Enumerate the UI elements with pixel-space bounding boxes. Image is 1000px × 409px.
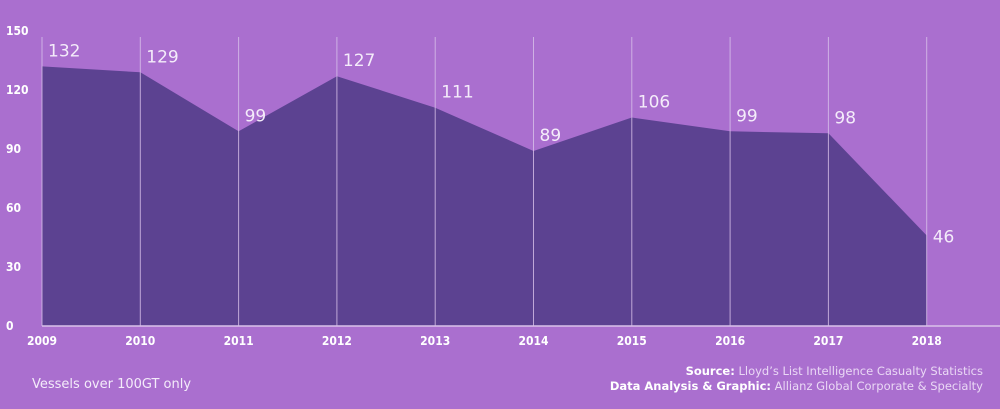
y-tick-label: 0 xyxy=(6,319,14,333)
data-label: 98 xyxy=(834,108,856,128)
analysis-label: Data Analysis & Graphic: xyxy=(609,379,771,393)
y-tick-label: 120 xyxy=(6,83,29,97)
source-credit: Source: Lloyd’s List Intelligence Casual… xyxy=(610,364,983,394)
x-tick-label: 2012 xyxy=(322,334,352,348)
x-tick-label: 2016 xyxy=(715,334,745,348)
source-label: Source: xyxy=(685,364,735,378)
x-tick-label: 2018 xyxy=(912,334,942,348)
x-tick-label: 2015 xyxy=(617,334,647,348)
data-label: 106 xyxy=(638,93,670,113)
x-tick-label: 2009 xyxy=(27,334,57,348)
x-tick-label: 2010 xyxy=(125,334,155,348)
analysis-text: Allianz Global Corporate & Specialty xyxy=(771,379,983,393)
y-tick-label: 30 xyxy=(6,260,21,274)
x-tick-label: 2014 xyxy=(518,334,549,348)
data-label: 132 xyxy=(48,41,80,61)
source-text: Lloyd’s List Intelligence Casualty Stati… xyxy=(734,364,983,378)
data-label: 129 xyxy=(146,47,178,67)
data-label: 46 xyxy=(933,228,955,248)
y-tick-label: 150 xyxy=(6,24,29,38)
data-label: 127 xyxy=(343,51,375,71)
x-tick-label: 2011 xyxy=(224,334,254,348)
data-label: 89 xyxy=(540,126,562,146)
y-tick-label: 60 xyxy=(6,201,21,215)
footnote: Vessels over 100GT only xyxy=(32,377,192,392)
data-label: 99 xyxy=(736,106,758,126)
x-tick-label: 2013 xyxy=(420,334,450,348)
x-tick-label: 2017 xyxy=(813,334,843,348)
y-tick-label: 90 xyxy=(6,142,21,156)
data-label: 111 xyxy=(441,83,473,103)
area-series xyxy=(42,66,927,327)
data-label: 99 xyxy=(245,106,267,126)
